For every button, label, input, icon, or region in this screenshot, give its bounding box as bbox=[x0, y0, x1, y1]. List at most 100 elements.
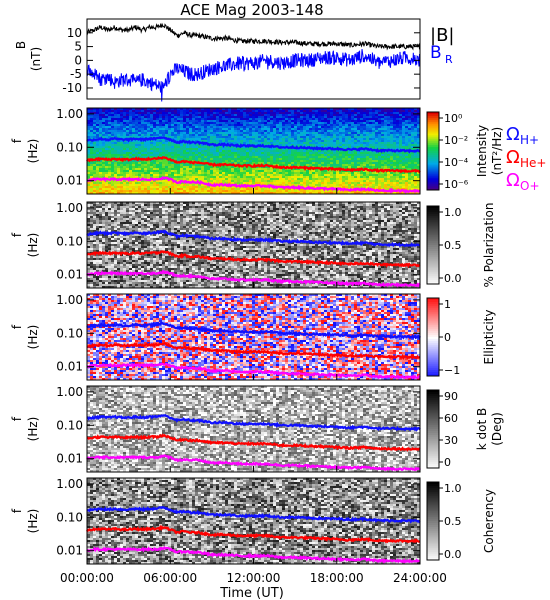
spectrogram-cell bbox=[144, 112, 148, 115]
spectrogram-cell bbox=[216, 158, 220, 161]
spectrogram-cell bbox=[93, 154, 97, 157]
spectrogram-cell bbox=[180, 124, 184, 127]
spectrogram-cell bbox=[168, 146, 172, 149]
spectrogram-cell bbox=[192, 110, 196, 113]
spectrogram-cell bbox=[174, 166, 178, 169]
spectrogram-cell bbox=[276, 134, 280, 137]
spectrogram-cell bbox=[114, 150, 118, 153]
spectrogram-cell bbox=[210, 170, 214, 173]
spectrogram-cell bbox=[192, 132, 196, 135]
spectrogram-cell bbox=[210, 132, 214, 135]
spectrogram-cell bbox=[174, 108, 178, 111]
spectrogram-cell bbox=[102, 172, 106, 175]
spectrogram-cell bbox=[225, 112, 229, 115]
spectrogram-cell bbox=[198, 130, 202, 133]
spectrogram-cell bbox=[267, 142, 271, 145]
spectrogram-cell bbox=[234, 138, 238, 141]
spectrogram-cell bbox=[285, 184, 289, 187]
spectrogram-cell bbox=[159, 168, 163, 171]
spectrogram-cell bbox=[231, 180, 235, 183]
spectrogram-cell bbox=[240, 180, 244, 183]
spectrogram-cell bbox=[237, 126, 241, 129]
spectrogram-cell bbox=[120, 164, 124, 167]
spectrogram-cell bbox=[108, 112, 112, 115]
spectrogram-cell bbox=[270, 176, 274, 179]
spectrogram-cell bbox=[276, 138, 280, 141]
spectrogram-cell bbox=[132, 110, 136, 113]
spectrogram-cell bbox=[261, 152, 265, 155]
spectrogram-cell bbox=[228, 128, 232, 131]
spectrogram-cell bbox=[174, 148, 178, 151]
spectrogram-cell bbox=[126, 188, 130, 191]
spectrogram-cell bbox=[234, 128, 238, 131]
spectrogram-cell bbox=[291, 108, 295, 111]
spectrogram-cell bbox=[249, 170, 253, 173]
spectrogram-cell bbox=[201, 146, 205, 149]
spectrogram-cell bbox=[99, 122, 103, 125]
spectrogram-cell bbox=[192, 136, 196, 139]
spectrogram-cell bbox=[111, 142, 115, 145]
spectrogram-cell bbox=[135, 124, 139, 127]
spectrogram-cell bbox=[234, 108, 238, 111]
spectrogram-cell bbox=[93, 192, 97, 195]
spectrogram-cell bbox=[174, 178, 178, 181]
spectrogram-cell bbox=[156, 148, 160, 151]
spectrogram-cell bbox=[192, 156, 196, 159]
spectrogram-cell bbox=[225, 176, 229, 179]
spectrogram-cell bbox=[228, 188, 232, 191]
spectrogram-cell bbox=[222, 188, 226, 191]
spectrogram-cell bbox=[162, 114, 166, 117]
spectrogram-cell bbox=[129, 118, 133, 121]
spectrogram-cell bbox=[216, 192, 220, 195]
spectrogram-cell bbox=[258, 156, 262, 159]
spectrogram-cell bbox=[93, 124, 97, 127]
spectrogram-cell bbox=[255, 176, 259, 179]
spectrogram-cell bbox=[156, 170, 160, 173]
spectrogram-cell bbox=[264, 190, 268, 193]
spectrogram-cell bbox=[132, 182, 136, 185]
spectrogram-cell bbox=[267, 154, 271, 157]
spectrogram-cell bbox=[267, 182, 271, 185]
spectrogram-cell bbox=[168, 182, 172, 185]
spectrogram-cell bbox=[234, 126, 238, 129]
spectrogram-cell bbox=[153, 186, 157, 189]
spectrogram-cell bbox=[126, 144, 130, 147]
spectrogram-cell bbox=[126, 160, 130, 163]
spectrogram-cell bbox=[216, 108, 220, 111]
spectrogram-cell bbox=[267, 174, 271, 177]
spectrogram-cell bbox=[87, 134, 91, 137]
spectrogram-cell bbox=[183, 138, 187, 141]
spectrogram-cell bbox=[180, 118, 184, 121]
spectrogram-cell bbox=[237, 172, 241, 175]
spectrogram-cell bbox=[192, 172, 196, 175]
spectrogram-cell bbox=[114, 154, 118, 157]
spectrogram-cell bbox=[282, 154, 286, 157]
spectrogram-cell bbox=[276, 182, 280, 185]
spectrogram-cell bbox=[231, 150, 235, 153]
spectrogram-cell bbox=[246, 110, 250, 113]
spectrogram-cell bbox=[171, 116, 175, 119]
spectrogram-cell bbox=[165, 190, 169, 193]
spectrogram-cell bbox=[210, 130, 214, 133]
spectrogram-cell bbox=[102, 160, 106, 163]
spectrogram-cell bbox=[120, 144, 124, 147]
spectrogram-cell bbox=[234, 168, 238, 171]
spectrogram-cell bbox=[129, 112, 133, 115]
spectrogram-cell bbox=[108, 136, 112, 139]
spectrogram-cell bbox=[279, 154, 283, 157]
spectrogram-cell bbox=[189, 170, 193, 173]
spectrogram-cell bbox=[270, 152, 274, 155]
spectrogram-cell bbox=[150, 128, 154, 131]
spectrogram-cell bbox=[117, 126, 121, 129]
spectrogram-cell bbox=[213, 134, 217, 137]
spectrogram-cell bbox=[168, 172, 172, 175]
spectrogram-cell bbox=[162, 182, 166, 185]
spectrogram-cell bbox=[186, 164, 190, 167]
spectrogram-cell bbox=[198, 138, 202, 141]
spectrogram-cell bbox=[234, 170, 238, 173]
spectrogram-cell bbox=[240, 128, 244, 131]
spectrogram-cell bbox=[189, 128, 193, 131]
spectrogram-cell bbox=[186, 178, 190, 181]
spectrogram-cell bbox=[246, 154, 250, 157]
spectrogram-cell bbox=[186, 122, 190, 125]
